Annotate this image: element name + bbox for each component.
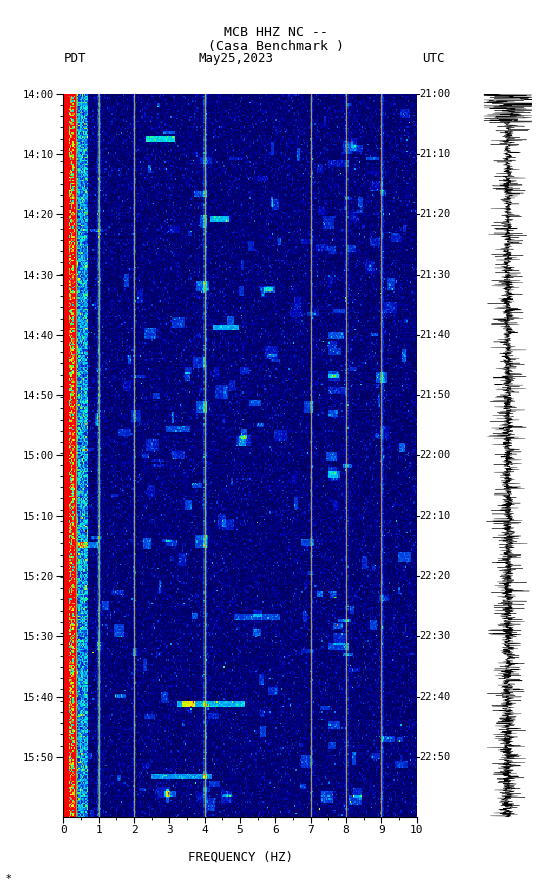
Text: 21:10: 21:10 [419,149,450,159]
Text: 22:00: 22:00 [419,450,450,461]
Text: FREQUENCY (HZ): FREQUENCY (HZ) [188,851,293,864]
Text: UTC: UTC [422,52,445,65]
Text: *: * [6,874,11,884]
Text: 21:50: 21:50 [419,390,450,400]
Text: 22:30: 22:30 [419,631,450,641]
Text: 21:20: 21:20 [419,209,450,220]
Text: ≋USGS: ≋USGS [9,27,57,40]
Text: 21:00: 21:00 [419,88,450,99]
Text: 22:10: 22:10 [419,511,450,521]
Text: PDT: PDT [63,52,86,65]
Text: May25,2023: May25,2023 [199,52,274,65]
Text: 22:40: 22:40 [419,691,450,702]
Text: 22:50: 22:50 [419,752,450,762]
Text: (Casa Benchmark ): (Casa Benchmark ) [208,40,344,54]
Text: 21:30: 21:30 [419,270,450,280]
Text: 21:40: 21:40 [419,330,450,340]
Text: 22:20: 22:20 [419,571,450,581]
Text: MCB HHZ NC --: MCB HHZ NC -- [224,26,328,39]
